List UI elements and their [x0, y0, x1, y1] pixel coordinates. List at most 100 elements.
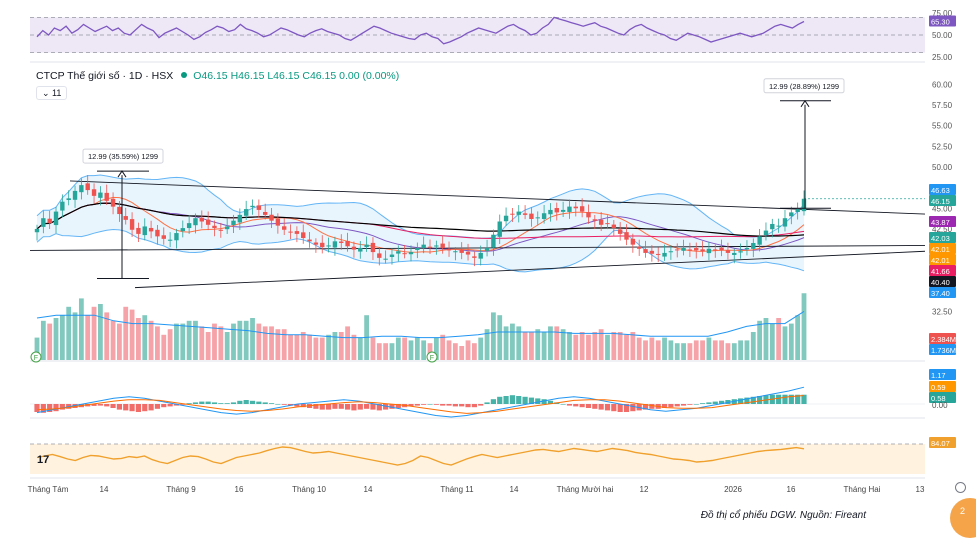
candle-body	[345, 240, 350, 247]
candle-body	[370, 242, 376, 253]
macd-histogram-bar	[199, 401, 205, 404]
candle-body	[72, 190, 78, 200]
candle-body	[110, 198, 116, 207]
symbol-title[interactable]: CTCP Thế giới số · 1D · HSX	[36, 70, 174, 82]
macd-histogram-bar	[40, 404, 46, 413]
candle-body	[389, 254, 395, 258]
volume-bar	[129, 309, 135, 360]
candle-body	[161, 235, 166, 239]
price-label-bg	[929, 184, 956, 195]
candle-body	[700, 249, 705, 252]
macd-histogram-bar	[357, 404, 363, 410]
candle-body	[199, 217, 205, 222]
volume-bar	[370, 337, 376, 360]
price-label-bg	[929, 254, 956, 265]
volume-bar	[516, 326, 522, 360]
candle-body	[262, 211, 268, 215]
volume-bar	[269, 326, 274, 360]
volume-bar	[757, 320, 763, 360]
volume-bar	[193, 320, 198, 360]
indicator-collapse-toggle[interactable]: ⌄ 11	[36, 86, 68, 100]
candle-body	[180, 228, 185, 232]
candle-body	[560, 209, 566, 212]
macd-histogram-bar	[110, 404, 116, 408]
macd-histogram-bar	[395, 404, 401, 408]
volume-bar	[459, 346, 465, 360]
volume-bar	[776, 318, 782, 360]
macd-histogram-bar	[484, 402, 490, 404]
price-label-bg	[929, 195, 956, 206]
macd-histogram-bar	[757, 396, 763, 404]
macd-histogram-bar	[573, 404, 579, 407]
event-marker-letter: F	[34, 355, 38, 362]
candle-body	[98, 192, 103, 198]
price-label-bg	[929, 265, 956, 276]
candle-body	[320, 242, 325, 248]
candle-body	[516, 211, 521, 215]
macd-histogram-bar	[598, 404, 604, 410]
support-line	[29, 245, 926, 251]
volume-bar	[529, 332, 534, 360]
market-status-dot	[181, 72, 188, 78]
measure-left-label: 12.99 (35.59%) 1299	[88, 152, 158, 161]
candle-body	[617, 229, 623, 234]
macd-histogram-bar	[547, 400, 554, 404]
macd-histogram-bar	[611, 404, 617, 412]
candle-body	[408, 252, 414, 255]
volume-bar	[231, 323, 236, 360]
volume-bar	[465, 340, 471, 360]
price-label-bg	[929, 276, 956, 287]
macd-histogram-bar	[718, 400, 725, 404]
gear-icon[interactable]	[955, 482, 966, 493]
candle-body	[136, 227, 141, 234]
bollinger-lower	[36, 228, 805, 273]
price-label: 42.01	[931, 256, 950, 265]
candle-body	[66, 198, 71, 201]
volume-bar	[617, 332, 623, 360]
candle-body	[421, 244, 426, 249]
volume-bar	[440, 334, 446, 360]
price-tick-label: 45.00	[932, 204, 953, 213]
candle-body	[789, 212, 794, 217]
volume-bar	[573, 334, 579, 360]
macd-histogram-bar	[224, 403, 230, 404]
macd-histogram-bar	[192, 402, 199, 404]
candle-body	[377, 253, 382, 258]
price-label-bg	[929, 287, 956, 298]
candle-body	[212, 225, 217, 229]
macd-histogram-bar	[408, 404, 414, 407]
candle-body	[123, 216, 128, 220]
volume-bar	[66, 306, 72, 360]
bollinger-upper	[36, 174, 805, 239]
pane-logo: 17	[37, 454, 50, 466]
candle-body	[155, 229, 160, 237]
price-tick-label: 55.00	[932, 122, 953, 131]
candle-body	[744, 247, 750, 250]
x-tick-label: 14	[510, 485, 519, 494]
macd-label-hist: 0.58	[931, 394, 946, 403]
measure-left-label-bg	[82, 148, 164, 164]
volume-bar	[649, 337, 655, 360]
ma-10	[36, 196, 805, 253]
macd-histogram-bar	[642, 404, 649, 410]
candle-body	[592, 219, 598, 221]
figure-caption: Đồ thị cổ phiếu DGW. Nguồn: Fireant	[700, 510, 866, 521]
x-tick-label: 2026	[724, 485, 742, 494]
volume-bar	[567, 332, 572, 360]
volume-bar	[731, 343, 737, 360]
price-label: 41.66	[931, 267, 950, 276]
volume-bar	[548, 326, 553, 360]
volume-bar	[142, 315, 148, 360]
price-label: 42.03	[931, 234, 950, 243]
macd-histogram-bar	[294, 404, 300, 407]
price-label: 43.87	[931, 218, 950, 227]
volume-bar	[484, 329, 490, 360]
macd-histogram-bar	[649, 404, 655, 409]
x-tick-label: Tháng 11	[440, 485, 474, 494]
candle-body	[465, 251, 471, 255]
candle-body	[41, 218, 46, 227]
volume-bar	[326, 334, 331, 360]
macd-histogram-bar	[497, 396, 503, 404]
volume-bar	[110, 320, 116, 360]
rsi-tick-label: 75.00	[932, 9, 953, 18]
